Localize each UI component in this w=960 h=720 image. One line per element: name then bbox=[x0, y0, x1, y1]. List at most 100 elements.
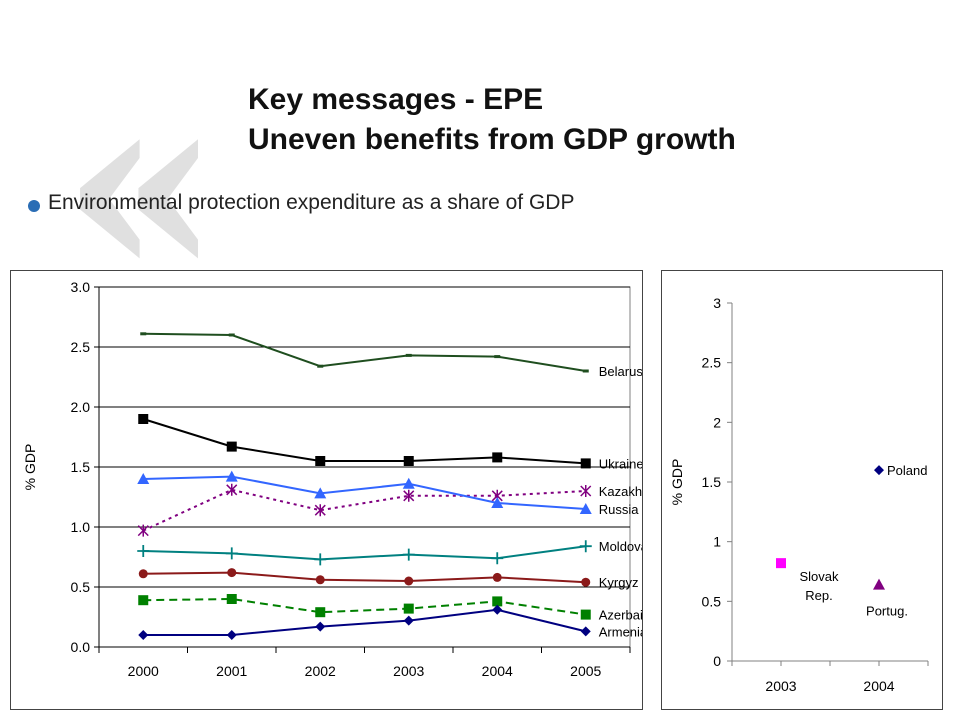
data-point bbox=[403, 456, 414, 466]
data-point bbox=[492, 604, 503, 615]
data-point bbox=[314, 553, 327, 566]
data-point bbox=[582, 369, 589, 373]
series-label: Ukraine bbox=[599, 456, 642, 471]
series-line bbox=[143, 571, 586, 584]
data-point bbox=[137, 473, 150, 484]
bullet-icon bbox=[28, 200, 40, 212]
y-tick-label: 3.0 bbox=[71, 279, 91, 295]
x-tick-label: 2003 bbox=[393, 663, 424, 679]
data-point bbox=[314, 504, 326, 517]
data-point bbox=[491, 552, 504, 565]
title-line-1: Key messages - EPE bbox=[248, 83, 544, 116]
y-tick-label: 0 bbox=[713, 653, 721, 669]
bullet-text: Environmental protection expenditure as … bbox=[48, 191, 575, 214]
series-label: Kyrgyz Rep. bbox=[599, 575, 642, 590]
data-point bbox=[492, 452, 503, 463]
series-label: Armenia bbox=[599, 625, 642, 640]
series-label: Moldova bbox=[599, 539, 642, 554]
data-point bbox=[580, 609, 591, 620]
data-point bbox=[140, 332, 147, 336]
series-label: Kazakhstan bbox=[599, 484, 642, 499]
data-point bbox=[138, 414, 149, 424]
y-axis-label: % GDP bbox=[669, 459, 685, 506]
data-point bbox=[403, 615, 414, 626]
y-tick-label: 3 bbox=[713, 295, 721, 311]
data-point bbox=[315, 607, 326, 618]
series-label: Russia bbox=[599, 502, 640, 517]
y-tick-label: 0.5 bbox=[702, 593, 722, 609]
data-point bbox=[491, 497, 504, 508]
data-point bbox=[226, 594, 237, 604]
data-point bbox=[138, 630, 149, 640]
line-chart: 0.0 0.5 1.0 1.5 2.0 2.5 3.0 2000 2001 2002 2003 200… bbox=[22, 279, 670, 679]
slide-title: Key messages - EPE Uneven benefits from … bbox=[248, 80, 736, 160]
x-tick-label: 2003 bbox=[765, 678, 796, 694]
series-line bbox=[142, 488, 586, 532]
data-point bbox=[873, 578, 885, 590]
data-point bbox=[226, 441, 237, 452]
data-point bbox=[228, 333, 235, 337]
series-line bbox=[142, 418, 586, 465]
data-point bbox=[579, 540, 592, 553]
data-point bbox=[402, 548, 415, 561]
data-point bbox=[580, 626, 591, 637]
data-point bbox=[404, 576, 414, 586]
data-point bbox=[403, 603, 414, 614]
data-point bbox=[579, 503, 592, 514]
data-point bbox=[874, 465, 884, 476]
y-tick-label: 2.0 bbox=[71, 399, 91, 415]
series-line bbox=[143, 608, 586, 636]
y-axis-label: % GDP bbox=[22, 444, 38, 491]
data-point bbox=[494, 355, 501, 359]
point-label: Slovak Rep. bbox=[799, 569, 839, 603]
data-point bbox=[137, 545, 150, 557]
data-point bbox=[315, 456, 326, 466]
data-point bbox=[492, 572, 502, 582]
series-line bbox=[143, 475, 586, 510]
data-point bbox=[315, 621, 326, 632]
data-point bbox=[580, 458, 591, 469]
data-point bbox=[317, 364, 324, 368]
x-tick-label: 2001 bbox=[216, 663, 247, 679]
data-point bbox=[581, 577, 591, 587]
y-tick-label: 0.0 bbox=[71, 639, 91, 655]
data-point bbox=[226, 630, 237, 640]
data-point bbox=[138, 595, 149, 606]
data-point bbox=[492, 596, 503, 607]
scatter-chart-panel: 0 0.5 1 1.5 2 2.5 3 2003 2004 % GDP Poland Slovak Re… bbox=[661, 270, 943, 710]
data-point bbox=[227, 568, 237, 578]
x-tick-label: 2004 bbox=[863, 678, 894, 694]
scatter-chart: 0 0.5 1 1.5 2 2.5 3 2003 2004 % GDP Poland Slovak Re… bbox=[669, 295, 929, 694]
point-label: Poland bbox=[887, 463, 927, 478]
series-label: Belarus bbox=[599, 364, 642, 379]
series-label: Azerbaijan bbox=[599, 608, 642, 623]
title-line-2: Uneven benefits from GDP growth bbox=[248, 123, 736, 156]
data-point bbox=[225, 547, 238, 560]
x-tick-label: 2002 bbox=[305, 663, 336, 679]
data-point bbox=[225, 470, 238, 482]
data-point bbox=[580, 485, 592, 497]
data-point bbox=[315, 575, 325, 585]
data-point bbox=[776, 558, 786, 569]
y-tick-label: 1.0 bbox=[71, 519, 91, 535]
y-tick-label: 2 bbox=[713, 414, 721, 430]
y-tick-label: 2.5 bbox=[71, 339, 91, 355]
data-point bbox=[137, 524, 149, 537]
series-line bbox=[143, 332, 586, 372]
x-tick-label: 2005 bbox=[570, 663, 601, 679]
y-tick-label: 1.5 bbox=[702, 474, 722, 490]
data-point bbox=[138, 569, 148, 579]
series-line bbox=[143, 597, 586, 616]
x-tick-label: 2004 bbox=[482, 663, 513, 679]
data-point bbox=[314, 487, 327, 499]
series-line bbox=[143, 545, 586, 561]
y-tick-label: 1 bbox=[713, 534, 721, 550]
data-point bbox=[403, 489, 415, 502]
y-tick-label: 0.5 bbox=[71, 579, 91, 595]
line-chart-panel: 0.0 0.5 1.0 1.5 2.0 2.5 3.0 2000 2001 2002 2003 200… bbox=[10, 270, 670, 710]
y-tick-label: 2.5 bbox=[702, 355, 722, 371]
data-point bbox=[402, 477, 415, 489]
x-tick-label: 2000 bbox=[128, 663, 159, 679]
point-label: Portug. bbox=[866, 604, 908, 619]
data-point bbox=[226, 483, 238, 496]
